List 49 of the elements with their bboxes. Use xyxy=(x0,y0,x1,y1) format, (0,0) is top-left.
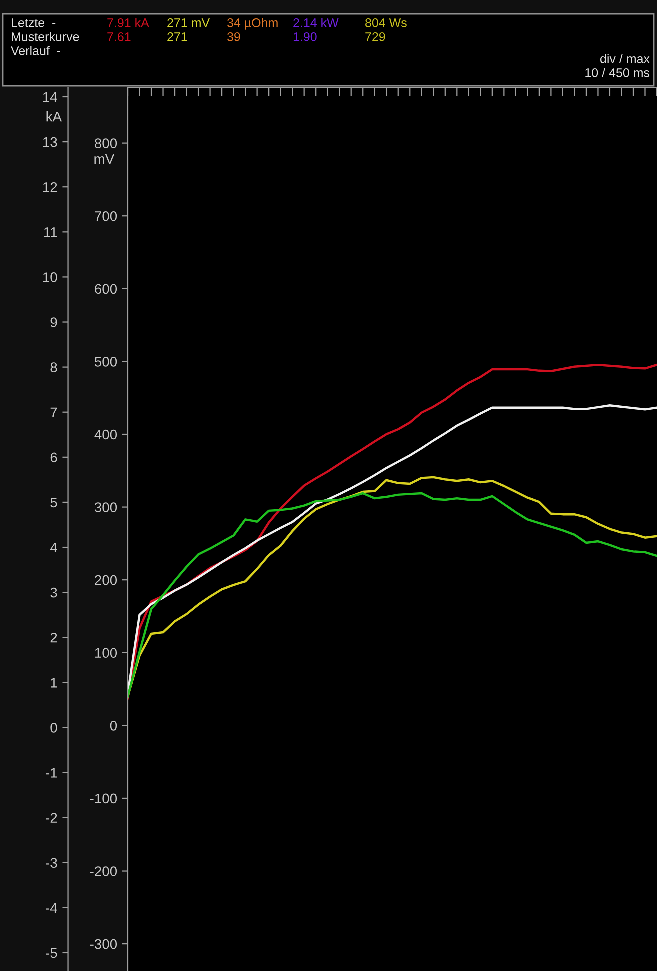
y-tick-label: -3 xyxy=(46,858,58,868)
text: 804 Ws xyxy=(366,18,407,28)
y2-tick-label: 300 xyxy=(94,502,118,512)
text: 729 xyxy=(366,32,386,42)
y-tick-label: -4 xyxy=(46,903,58,913)
y-tick-label: 9 xyxy=(50,318,58,328)
text: 7.91 kA xyxy=(108,18,150,28)
y2-tick-label: -100 xyxy=(90,794,118,804)
y-tick-label: 12 xyxy=(43,182,58,192)
text: 2.14 kW xyxy=(294,18,339,28)
y-tick-label: 4 xyxy=(50,543,58,553)
y2-tick-label: 100 xyxy=(95,648,118,658)
y-tick-label: 6 xyxy=(50,452,58,463)
y-axis-title: kA xyxy=(46,112,62,122)
text: 1.90 xyxy=(294,32,317,42)
y-tick-label: -2 xyxy=(46,813,58,823)
text: Musterkurve xyxy=(12,32,80,42)
text: 34 µOhm xyxy=(227,18,278,30)
y-tick-label: 7 xyxy=(50,408,58,418)
text: 7.61 xyxy=(108,32,131,42)
y-tick-label: 5 xyxy=(50,498,58,508)
y-tick-label: 3 xyxy=(50,588,58,598)
text: 39 xyxy=(227,32,240,42)
text: 271 xyxy=(168,32,188,42)
y2-axis-title: mV xyxy=(94,154,115,164)
text: 10 / 450 ms xyxy=(586,68,650,78)
y2-tick-label: 0 xyxy=(110,721,118,731)
y-tick-label: 2 xyxy=(50,632,58,643)
y-tick-label: 10 xyxy=(43,272,58,282)
text: Verlauf - xyxy=(11,46,60,56)
y2-tick-label: 200 xyxy=(95,575,118,586)
y-tick-label: 1 xyxy=(51,678,58,688)
y-tick-label: -5 xyxy=(46,948,58,958)
y-tick-label: 0 xyxy=(50,723,58,733)
text: 271 mV xyxy=(168,18,210,28)
y2-tick-label: 600 xyxy=(95,284,118,294)
text: Letzte - xyxy=(12,18,56,28)
y-tick-label: 14 xyxy=(43,92,58,102)
text: div / max xyxy=(600,54,650,64)
y-tick-label: 11 xyxy=(44,228,58,238)
y2-tick-label: 400 xyxy=(94,430,118,440)
y2-tick-label: -200 xyxy=(90,866,118,876)
y-tick-label: 8 xyxy=(50,362,58,372)
y-tick-label: 13 xyxy=(43,137,58,148)
y2-tick-label: 500 xyxy=(94,357,118,367)
y-tick-label: -1 xyxy=(46,768,58,778)
y2-tick-label: 700 xyxy=(95,211,118,222)
y2-tick-label: 800 xyxy=(95,138,118,148)
y2-tick-label: -300 xyxy=(90,939,118,950)
